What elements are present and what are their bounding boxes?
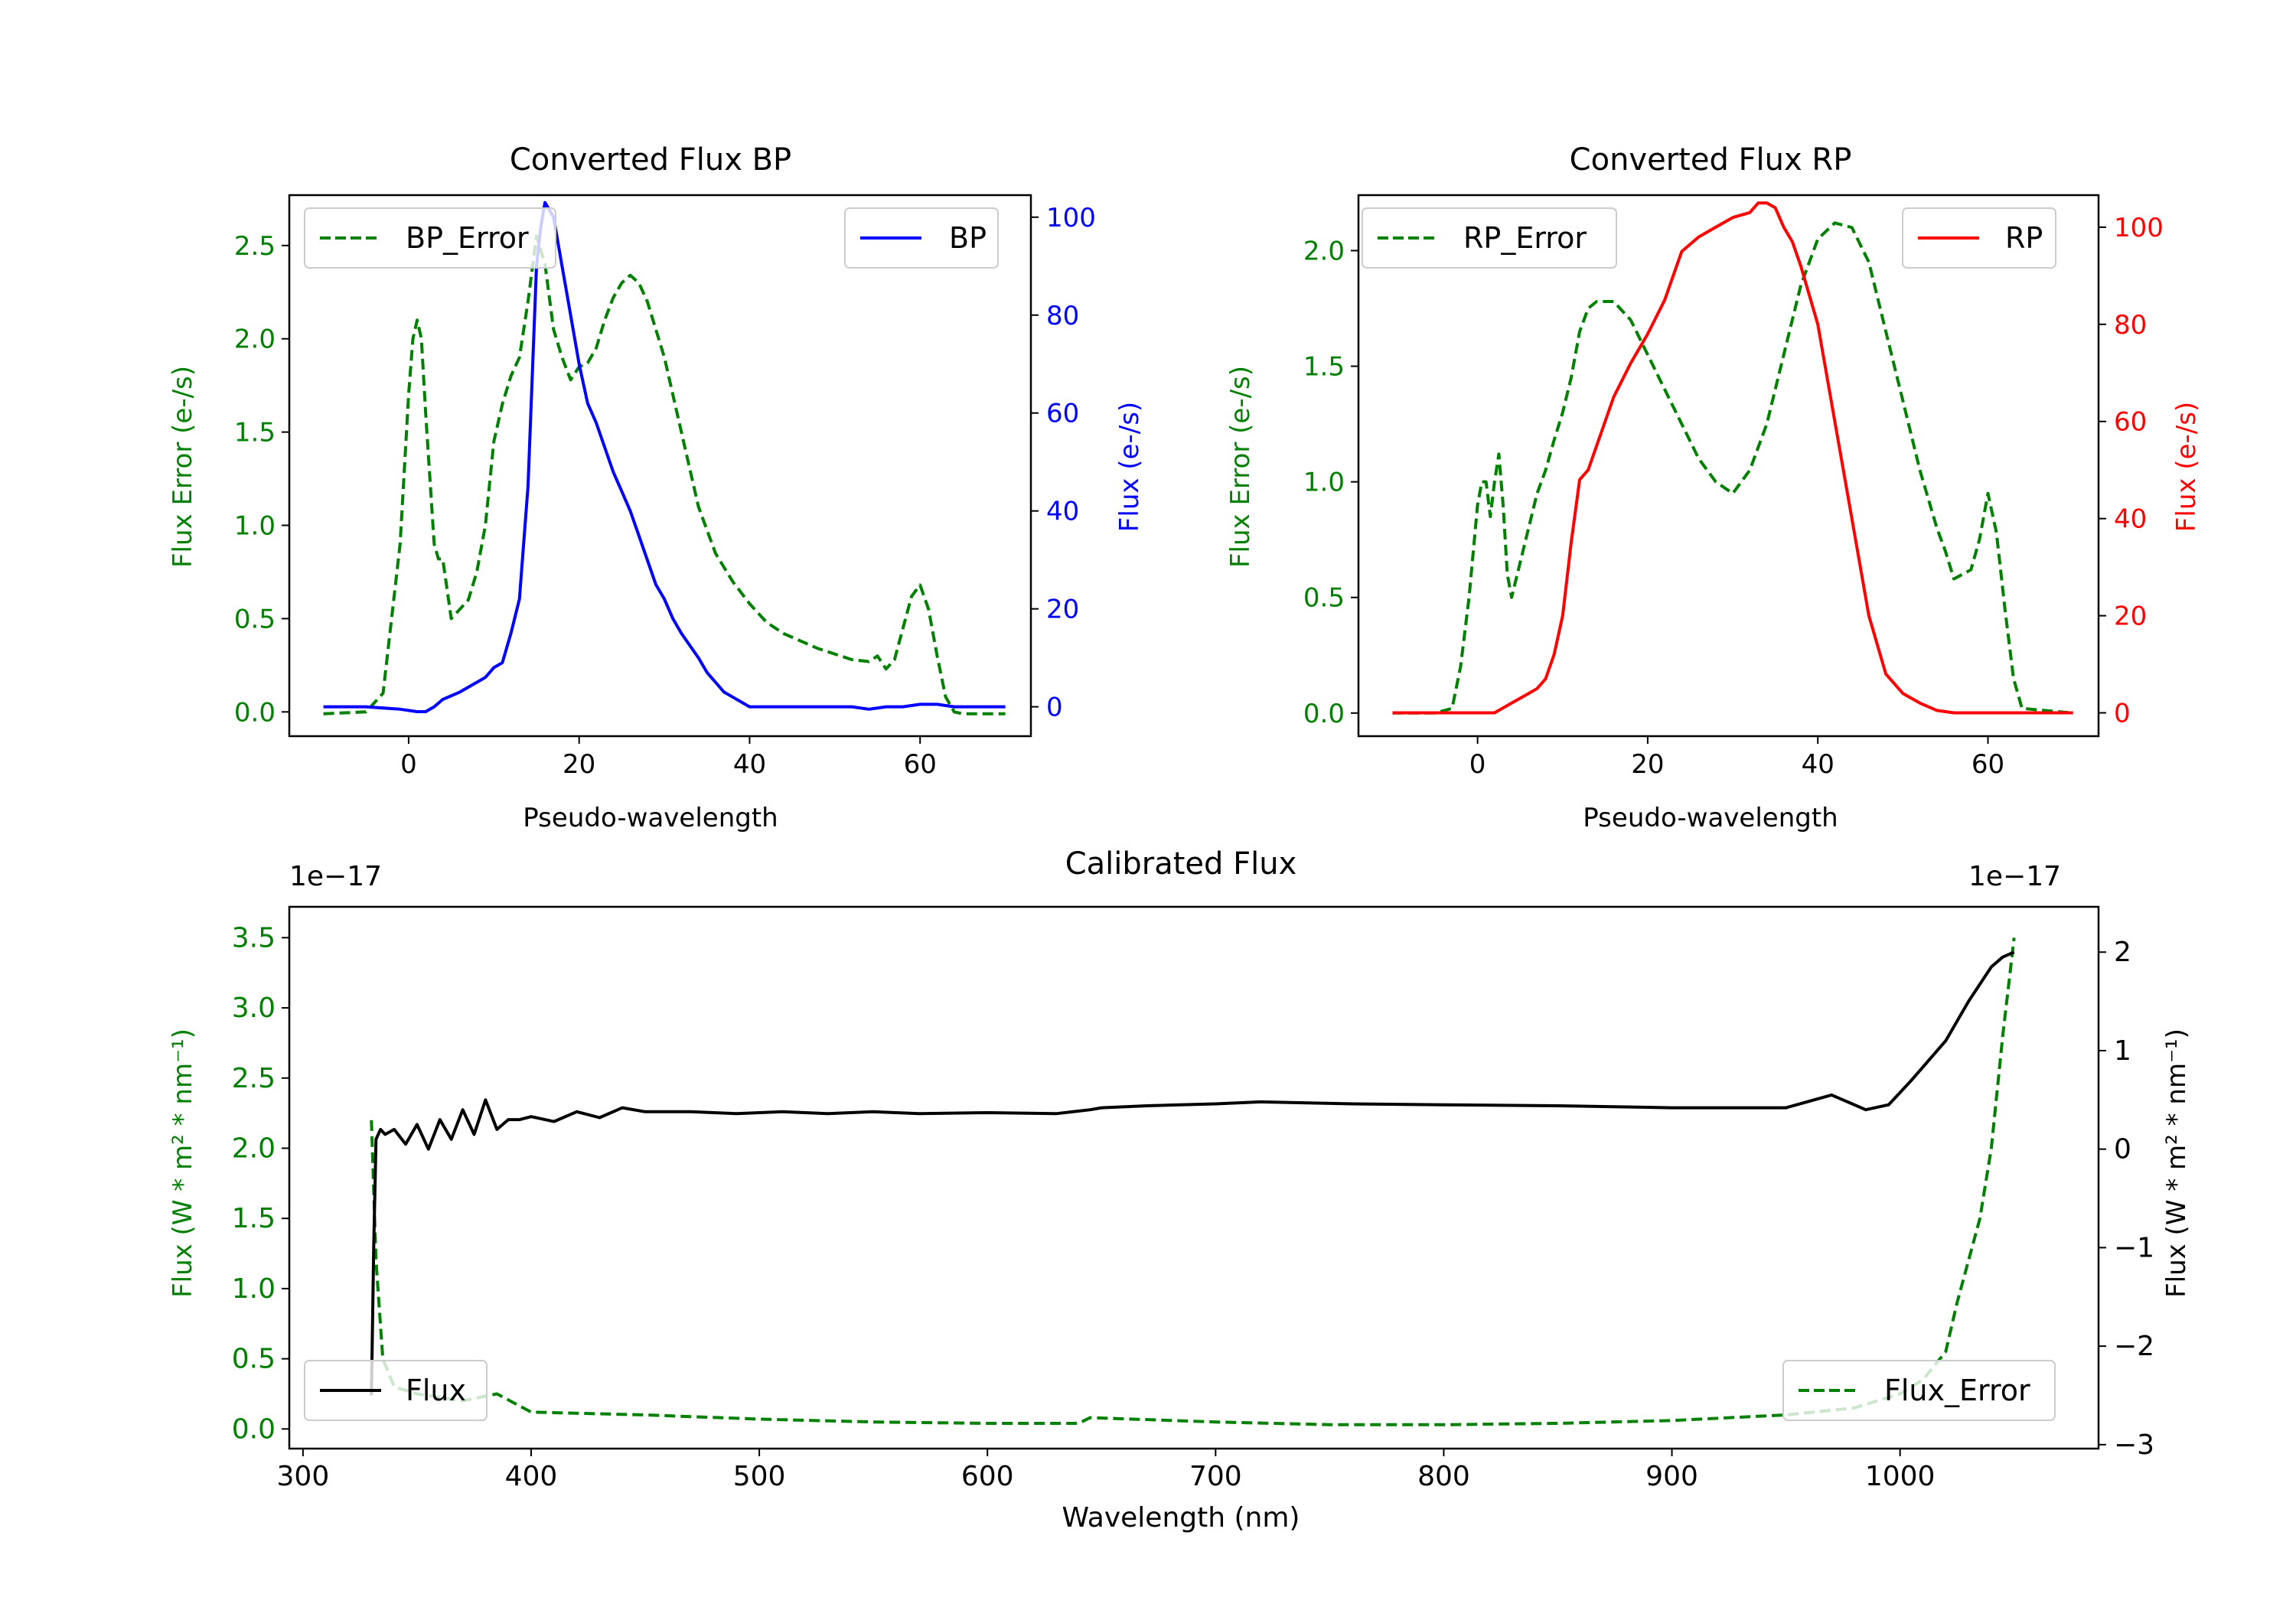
cal-x-tick-label: 500	[733, 1461, 786, 1492]
calibrated-title: Calibrated Flux	[1065, 846, 1297, 882]
calibrated-right-offset: 1e−17	[1968, 861, 2061, 892]
cal-y-right-tick-label: −3	[2114, 1429, 2154, 1461]
bp-y-left-tick-label: 1.0	[234, 511, 276, 542]
rp-x-tick-label: 40	[1802, 749, 1835, 780]
calibrated-error-legend: Flux_Error	[1782, 1360, 2056, 1421]
rp-legend-label: RP	[2005, 221, 2043, 255]
bp-y-right-label: Flux (e-/s)	[1114, 402, 1145, 532]
calibrated-left-offset: 1e−17	[289, 861, 382, 892]
rp-y-right-label: Flux (e-/s)	[2171, 402, 2202, 532]
cal-x-tick-label: 600	[961, 1461, 1014, 1492]
rp-legend: RP	[1902, 207, 2056, 269]
bp-plot-area: 0 20 40 60 0.0 0.5 1.0 1.5 2.0 2.5 0 20 40 60 80 100	[234, 194, 1096, 780]
calibrated-y-left-label: Flux (W * m² * nm⁻¹)	[168, 1028, 198, 1298]
cal-y-left-tick-label: 3.0	[232, 993, 276, 1024]
rp-y-right-tick-label: 100	[2114, 213, 2164, 243]
bp-y-left-tick-label: 2.5	[234, 231, 276, 262]
bp-x-tick-label: 60	[904, 749, 937, 780]
rp-y-right-tick-label: 20	[2114, 601, 2147, 632]
calibrated-y-right-label: Flux (W * m² * nm⁻¹)	[2161, 1028, 2192, 1298]
rp-y-right-tick-label: 0	[2114, 699, 2131, 729]
calibrated-panel: Calibrated Flux 1e−17 1e−17 300 400 500 600…	[168, 846, 2192, 1534]
cal-y-left-tick-label: 1.5	[232, 1203, 276, 1234]
cal-x-tick-label: 800	[1417, 1461, 1470, 1492]
bp-x-tick-label: 40	[733, 749, 766, 780]
rp-x-tick-label: 0	[1469, 749, 1486, 780]
rp-series-rp-error	[1392, 221, 2073, 715]
cal-x-tick-label: 700	[1189, 1461, 1242, 1492]
rp-y-left-tick-label: 1.0	[1303, 468, 1345, 498]
bp-y-right-tick-label: 60	[1046, 399, 1079, 429]
cal-x-tick-label: 300	[277, 1461, 330, 1492]
bp-y-right-tick-label: 80	[1046, 301, 1079, 331]
bp-y-right-tick-label: 100	[1046, 203, 1096, 233]
cal-axes-frame	[288, 905, 2100, 1450]
rp-y-right-tick-label: 60	[2114, 407, 2147, 438]
cal-y-left-tick-label: 2.5	[232, 1063, 276, 1094]
rp-error-legend-label: RP_Error	[1463, 221, 1587, 255]
bp-y-left-tick-label: 0.0	[234, 697, 276, 728]
calibrated-flux-legend-label: Flux	[406, 1374, 466, 1407]
rp-plot-area: 0 20 40 60 0.0 0.5 1.0 1.5 2.0 0 20 40 60 80 100	[1303, 194, 2164, 780]
rp-x-tick-label: 20	[1631, 749, 1664, 780]
rp-error-legend: RP_Error	[1362, 207, 1617, 269]
cal-y-right-tick-label: −1	[2114, 1232, 2154, 1263]
bp-y-right-tick-label: 40	[1046, 497, 1079, 527]
cal-x-tick-label: 900	[1645, 1461, 1698, 1492]
cal-y-left-tick-label: 3.5	[232, 922, 276, 953]
rp-y-left-tick-label: 2.0	[1303, 236, 1345, 267]
bp-error-legend: BP_Error	[304, 207, 556, 269]
bp-panel: Converted Flux BP 0 20 40 60 0.0 0.5 1.0 1.5 2.0…	[168, 142, 1145, 833]
bp-legend: BP	[844, 207, 999, 269]
cal-series-flux	[370, 950, 2015, 1396]
bp-x-tick-label: 0	[400, 749, 417, 780]
calibrated-x-axis-label: Wavelength (nm)	[1062, 1502, 1300, 1534]
bp-y-right-tick-label: 0	[1046, 693, 1063, 723]
calibrated-plot-area: 300 400 500 600 700 800 900 1000 0.0 0.5 1.0 1.5 2.0…	[232, 905, 2154, 1492]
cal-x-tick-label: 400	[505, 1461, 558, 1492]
cal-y-right-tick-label: −2	[2114, 1331, 2154, 1362]
cal-y-left-tick-label: 0.5	[232, 1344, 276, 1375]
bp-axes-frame	[288, 194, 1032, 738]
cal-y-right-tick-label: 2	[2114, 937, 2131, 968]
bp-y-left-tick-label: 1.5	[234, 418, 276, 448]
rp-title: Converted Flux RP	[1570, 142, 1852, 178]
rp-y-right-tick-label: 40	[2114, 504, 2147, 535]
rp-x-tick-label: 60	[1971, 749, 2004, 780]
cal-y-left-tick-label: 2.0	[232, 1133, 276, 1164]
rp-y-left-tick-label: 1.5	[1303, 352, 1345, 383]
calibrated-error-legend-label: Flux_Error	[1884, 1374, 2030, 1407]
bp-y-right-tick-label: 20	[1046, 595, 1079, 625]
bp-y-left-label: Flux Error (e-/s)	[168, 366, 198, 568]
cal-x-tick-label: 1000	[1865, 1461, 1936, 1492]
rp-y-left-tick-label: 0.0	[1303, 699, 1345, 729]
rp-series-rp	[1392, 201, 2073, 715]
bp-series-bp-error	[323, 234, 1006, 715]
bp-x-axis-label: Pseudo-wavelength	[523, 803, 778, 833]
bp-y-left-tick-label: 0.5	[234, 604, 276, 634]
rp-panel: Converted Flux RP 0 20 40 60 0.0 0.5 1.0 1.5 2.0…	[1225, 142, 2202, 833]
calibrated-flux-legend: Flux	[304, 1360, 488, 1421]
cal-y-right-tick-label: 1	[2114, 1035, 2131, 1067]
bp-x-tick-label: 20	[563, 749, 595, 780]
cal-y-right-tick-label: 0	[2114, 1134, 2131, 1165]
rp-y-left-label: Flux Error (e-/s)	[1225, 366, 1256, 568]
bp-legend-label: BP	[949, 221, 987, 255]
bp-series-bp	[323, 200, 1006, 713]
cal-y-left-tick-label: 1.0	[232, 1273, 276, 1305]
bp-title: Converted Flux BP	[510, 142, 791, 178]
bp-y-left-tick-label: 2.0	[234, 324, 276, 355]
rp-y-left-tick-label: 0.5	[1303, 583, 1345, 614]
rp-axes-frame	[1357, 194, 2100, 738]
rp-x-axis-label: Pseudo-wavelength	[1583, 803, 1838, 833]
rp-y-right-tick-label: 80	[2114, 310, 2147, 341]
bp-error-legend-label: BP_Error	[406, 221, 529, 255]
cal-y-left-tick-label: 0.0	[232, 1413, 276, 1445]
